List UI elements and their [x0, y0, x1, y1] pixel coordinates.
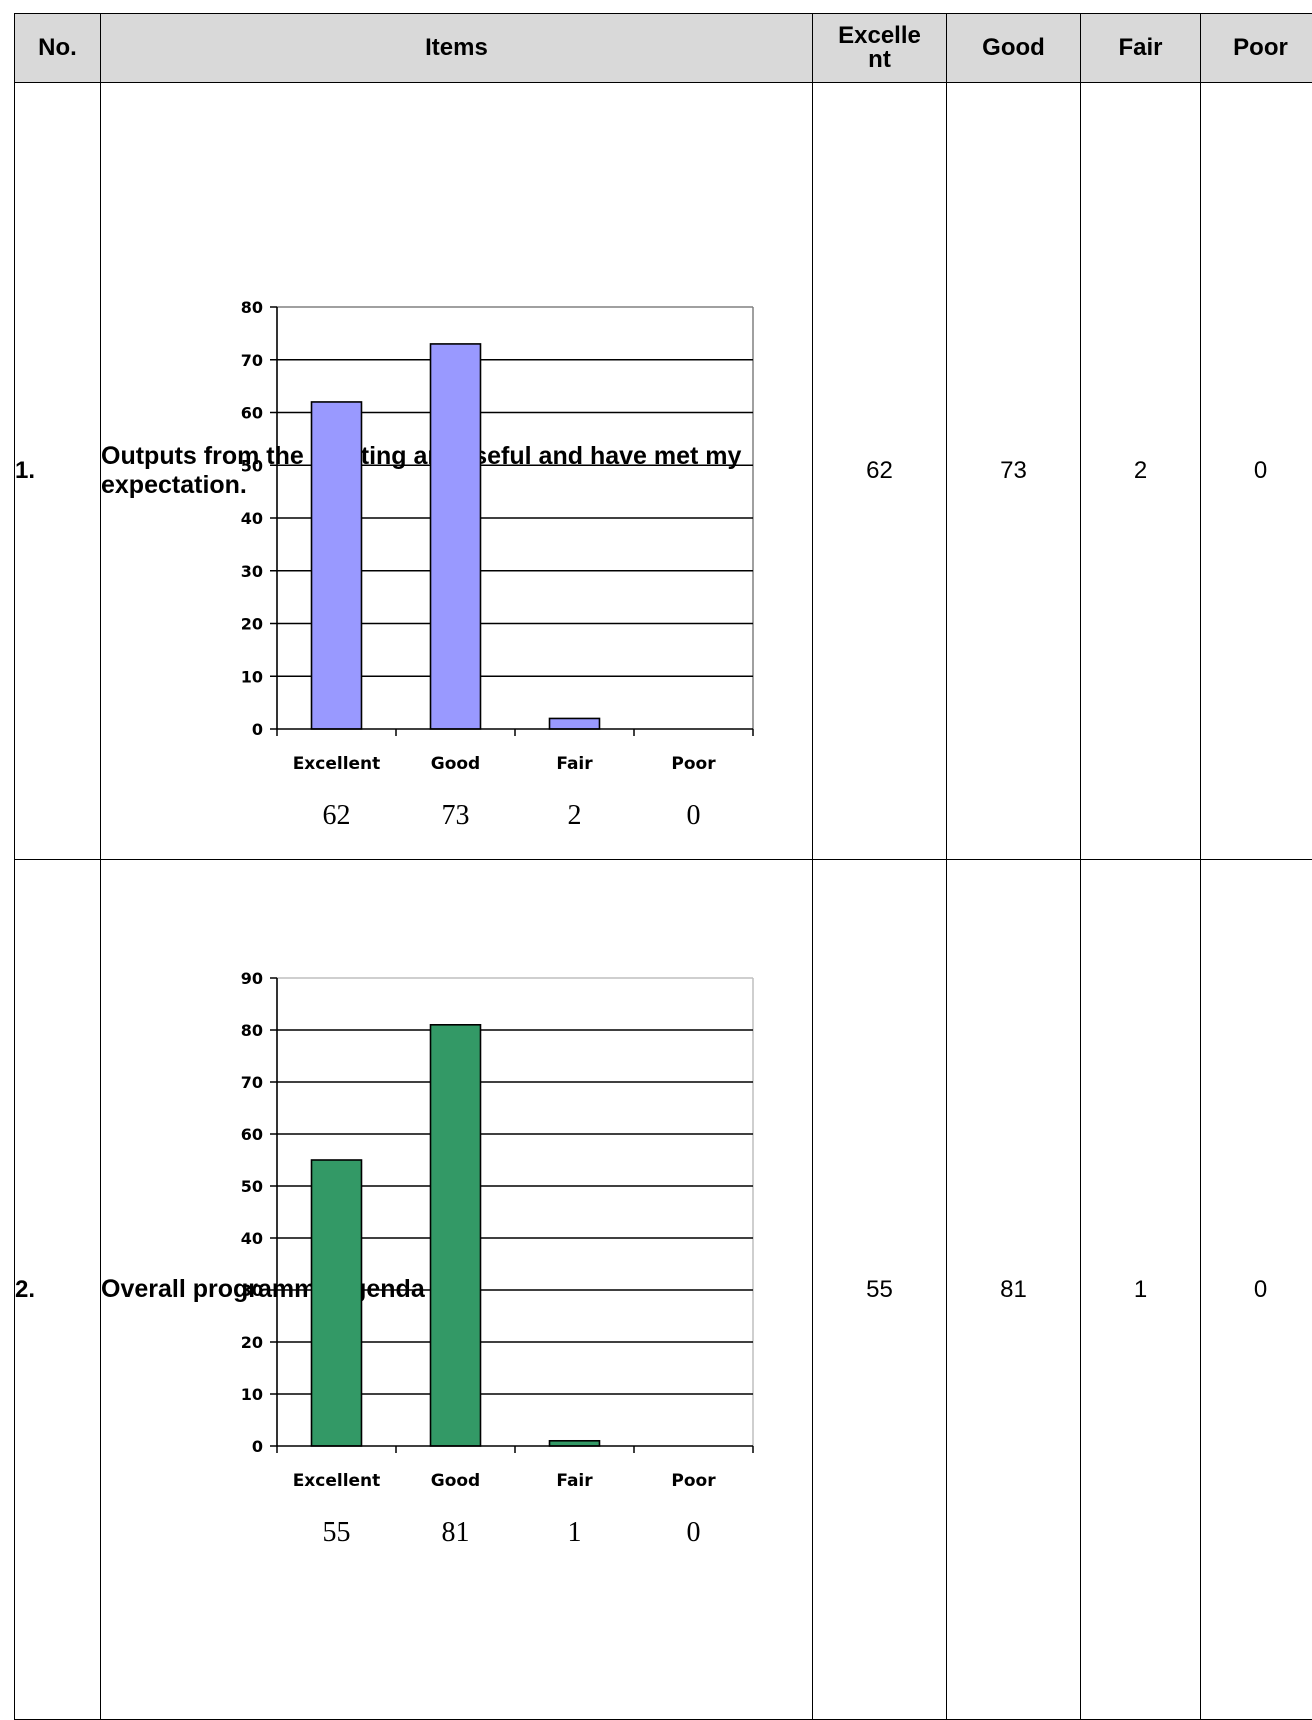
y-tick-label: 0: [252, 1437, 263, 1456]
poor-count: 0: [1201, 83, 1312, 860]
value-label: 1: [568, 1517, 582, 1548]
y-tick-label: 70: [241, 1073, 263, 1092]
row-number: 2.: [15, 860, 101, 1720]
category-label: Poor: [671, 754, 716, 774]
category-label: Fair: [556, 754, 593, 774]
header-good: Good: [947, 14, 1081, 83]
y-tick-label: 80: [241, 1021, 263, 1040]
poor-count: 0: [1201, 860, 1312, 1720]
item-cell: Outputs from the meeting are useful and …: [101, 83, 813, 860]
value-label: 73: [442, 800, 470, 831]
y-tick-label: 90: [241, 969, 263, 988]
category-label: Fair: [556, 1471, 593, 1491]
y-tick-label: 60: [241, 404, 263, 423]
y-tick-label: 30: [241, 1281, 263, 1300]
bar: [550, 718, 600, 729]
good-count: 81: [947, 860, 1081, 1720]
bar-chart-2-svg: 0102030405060708090Excellent55Good81Fair…: [101, 948, 801, 1548]
category-label: Excellent: [293, 1471, 381, 1491]
row-number: 1.: [15, 83, 101, 860]
value-label: 2: [568, 800, 582, 831]
y-tick-label: 40: [241, 509, 263, 528]
header-no: No.: [15, 14, 101, 83]
y-tick-label: 70: [241, 351, 263, 370]
table-row: 1. Outputs from the meeting are useful a…: [15, 83, 1312, 860]
y-tick-label: 10: [241, 1385, 263, 1404]
y-tick-label: 20: [241, 1333, 263, 1352]
value-label: 0: [687, 800, 701, 831]
header-items: Items: [101, 14, 813, 83]
y-tick-label: 30: [241, 562, 263, 581]
header-excellent-line1: Excelle: [838, 22, 921, 49]
y-tick-label: 20: [241, 615, 263, 634]
bar: [431, 344, 481, 729]
value-label: 0: [687, 1517, 701, 1548]
value-label: 81: [442, 1517, 470, 1548]
fair-count: 2: [1081, 83, 1201, 860]
category-label: Good: [431, 1471, 480, 1491]
value-label: 55: [323, 1517, 351, 1548]
y-tick-label: 50: [241, 1177, 263, 1196]
excellent-count: 55: [813, 860, 947, 1720]
fair-count: 1: [1081, 860, 1201, 1720]
y-tick-label: 60: [241, 1125, 263, 1144]
bar: [431, 1025, 481, 1446]
bar: [312, 1160, 362, 1446]
good-count: 73: [947, 83, 1081, 860]
y-tick-label: 50: [241, 456, 263, 475]
y-tick-label: 0: [252, 720, 263, 739]
y-tick-label: 10: [241, 667, 263, 686]
category-label: Poor: [671, 1471, 716, 1491]
y-tick-label: 80: [241, 298, 263, 317]
excellent-count: 62: [813, 83, 947, 860]
y-tick-label: 40: [241, 1229, 263, 1248]
header-excellent-line2: nt: [868, 46, 891, 73]
category-label: Excellent: [293, 754, 381, 774]
bar-chart-1: 0 10 20 30 40 50 60 70 80 Excellent 62 Good 73 Fair 2 P…: [101, 293, 801, 858]
header-fair: Fair: [1081, 14, 1201, 83]
bar: [312, 402, 362, 729]
value-label: 62: [323, 800, 351, 831]
bar-chart-1-svg: 0 10 20 30 40 50 60 70 80 Excellent 62 Good 73 Fair 2 P…: [101, 293, 801, 853]
header-poor: Poor: [1201, 14, 1312, 83]
category-label: Good: [431, 754, 480, 774]
